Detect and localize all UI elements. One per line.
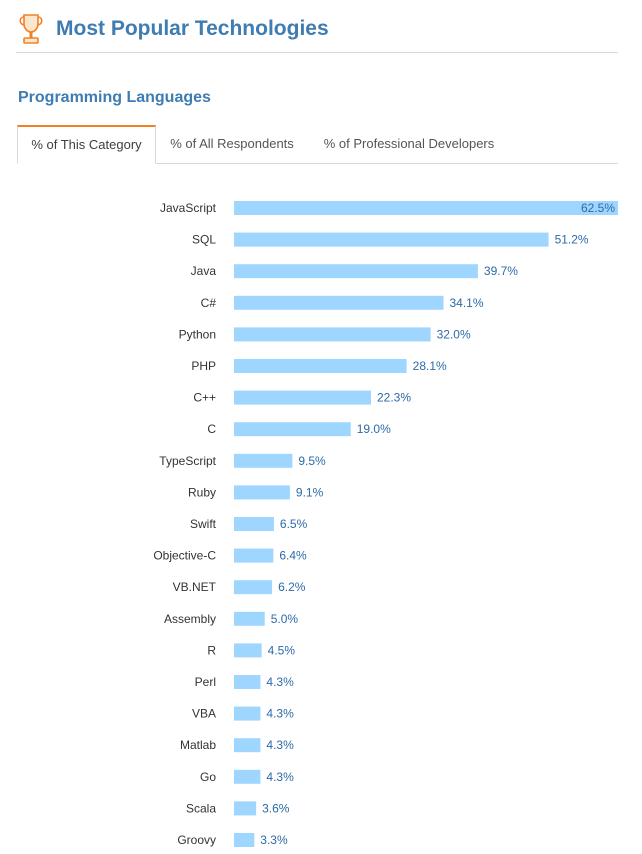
tab-professional-developers[interactable]: % of Professional Developers [323,136,495,151]
value-label: 9.5% [298,454,326,468]
value-label: 4.3% [266,770,294,784]
category-label: R [207,643,216,657]
category-label: JavaScript [160,201,217,215]
category-label: Matlab [180,738,216,752]
value-label: 6.4% [279,549,307,563]
value-label: 4.3% [266,707,294,721]
bar[interactable] [234,390,372,405]
trophy-icon [19,14,43,44]
bar[interactable] [234,769,261,784]
category-label: Swift [190,517,217,531]
value-label: 6.2% [278,580,306,594]
value-label: 3.6% [262,801,290,815]
value-label: 28.1% [413,359,447,373]
bar[interactable] [234,706,261,721]
value-label: 6.5% [280,517,308,531]
category-label: C [207,422,216,436]
bar[interactable] [234,264,478,279]
category-label: Go [200,770,216,784]
bar[interactable] [234,232,549,247]
value-label: 32.0% [437,327,471,341]
bar[interactable] [234,359,407,373]
value-label: 22.3% [377,391,411,405]
bar[interactable] [234,485,290,500]
value-label: 51.2% [555,233,589,247]
value-label: 39.7% [484,264,518,278]
value-label: 4.3% [266,738,294,752]
value-label: 4.3% [266,675,294,689]
category-label: Assembly [164,612,216,626]
bar[interactable] [234,833,255,847]
bar[interactable] [234,643,262,658]
category-label: Python [179,327,216,341]
value-label: 3.3% [260,833,288,847]
category-label: SQL [192,233,216,247]
category-label: Ruby [188,485,216,499]
value-label: 34.1% [450,296,484,310]
bar[interactable] [234,611,265,626]
tab-all-respondents[interactable]: % of All Respondents [170,136,294,151]
bar[interactable] [234,453,293,468]
bar[interactable] [234,517,274,531]
section-title: Programming Languages [18,89,211,106]
bar[interactable] [234,327,431,342]
value-label: 5.0% [271,612,299,626]
bar[interactable] [234,675,261,689]
page-title: Most Popular Technologies [56,17,329,40]
category-label: Objective-C [153,549,216,563]
bar[interactable] [234,580,273,595]
value-label: 19.0% [357,422,391,436]
page-header: Most Popular Technologies [16,10,618,53]
bar[interactable] [234,801,257,816]
value-label: 62.5% [581,201,615,215]
category-label: C# [201,296,217,310]
tab-this-category[interactable]: % of This Category [17,125,156,164]
category-label: Java [191,264,217,278]
category-label: PHP [191,359,216,373]
category-label: Groovy [177,833,216,847]
category-label: TypeScript [159,454,216,468]
bar[interactable] [234,201,618,215]
bar[interactable] [234,548,274,563]
category-label: VB.NET [173,580,217,594]
tab-bar: % of This Category % of All Respondents … [17,125,618,164]
bar[interactable] [234,738,261,753]
bar-chart: JavaScript 62.5% SQL 51.2% Java 39.7% C# 34.1% P… [153,201,618,847]
category-label: Perl [195,675,216,689]
bar[interactable] [234,295,444,310]
bar[interactable] [234,422,351,437]
category-label: VBA [192,707,216,721]
value-label: 4.5% [268,643,296,657]
category-label: Scala [186,801,216,815]
value-label: 9.1% [296,485,324,499]
category-label: C++ [193,391,216,405]
